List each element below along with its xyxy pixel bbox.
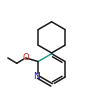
Text: O: O <box>22 53 29 62</box>
Text: N: N <box>33 72 40 81</box>
